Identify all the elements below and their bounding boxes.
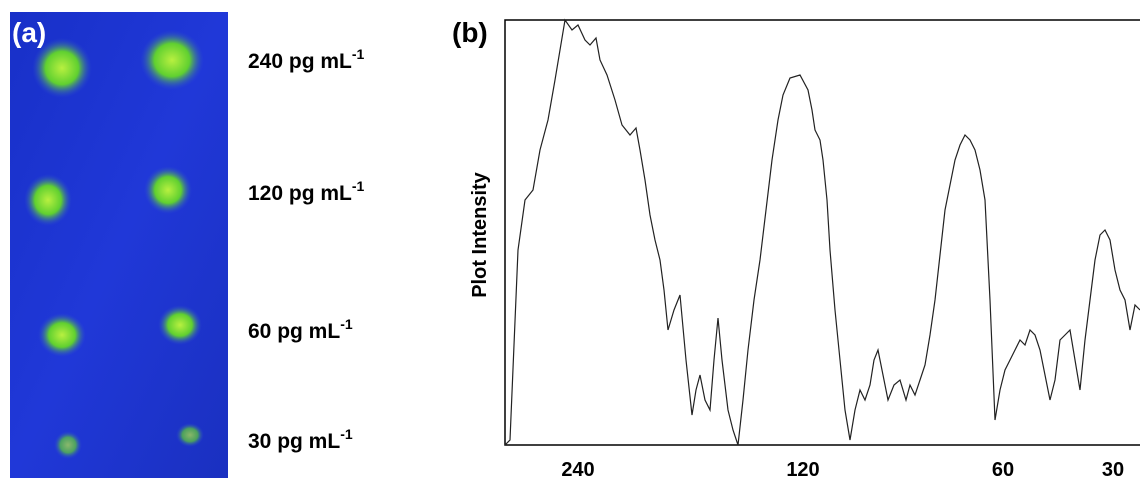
- concentration-text: 60 pg mL: [248, 320, 340, 343]
- concentration-label: 120 pg mL-1: [248, 178, 365, 205]
- intensity-profile: [504, 18, 1140, 446]
- plot-frame: [504, 19, 1140, 446]
- concentration-label: 240 pg mL-1: [248, 46, 365, 73]
- x-labels: 240 120 60 30: [561, 459, 1124, 481]
- x-label: 120: [786, 459, 819, 481]
- concentration-text: 120 pg mL: [248, 182, 352, 205]
- y-axis-label: Plot Intensity: [469, 171, 491, 297]
- concentration-label: 30 pg mL-1: [248, 426, 353, 453]
- panel-a-image: [10, 12, 228, 478]
- concentration-exponent: -1: [340, 426, 353, 442]
- concentration-label: 60 pg mL-1: [248, 316, 353, 343]
- concentration-text: 240 pg mL: [248, 50, 352, 73]
- x-label: 30: [1102, 459, 1124, 481]
- concentration-text: 30 pg mL: [248, 430, 340, 453]
- concentration-exponent: -1: [352, 178, 365, 194]
- panel-label: (a): [12, 17, 46, 48]
- concentration-exponent: -1: [340, 316, 353, 332]
- concentration-exponent: -1: [352, 46, 365, 62]
- x-label: 60: [992, 459, 1014, 481]
- panel-label: (b): [452, 17, 488, 48]
- x-label: 240: [561, 459, 594, 481]
